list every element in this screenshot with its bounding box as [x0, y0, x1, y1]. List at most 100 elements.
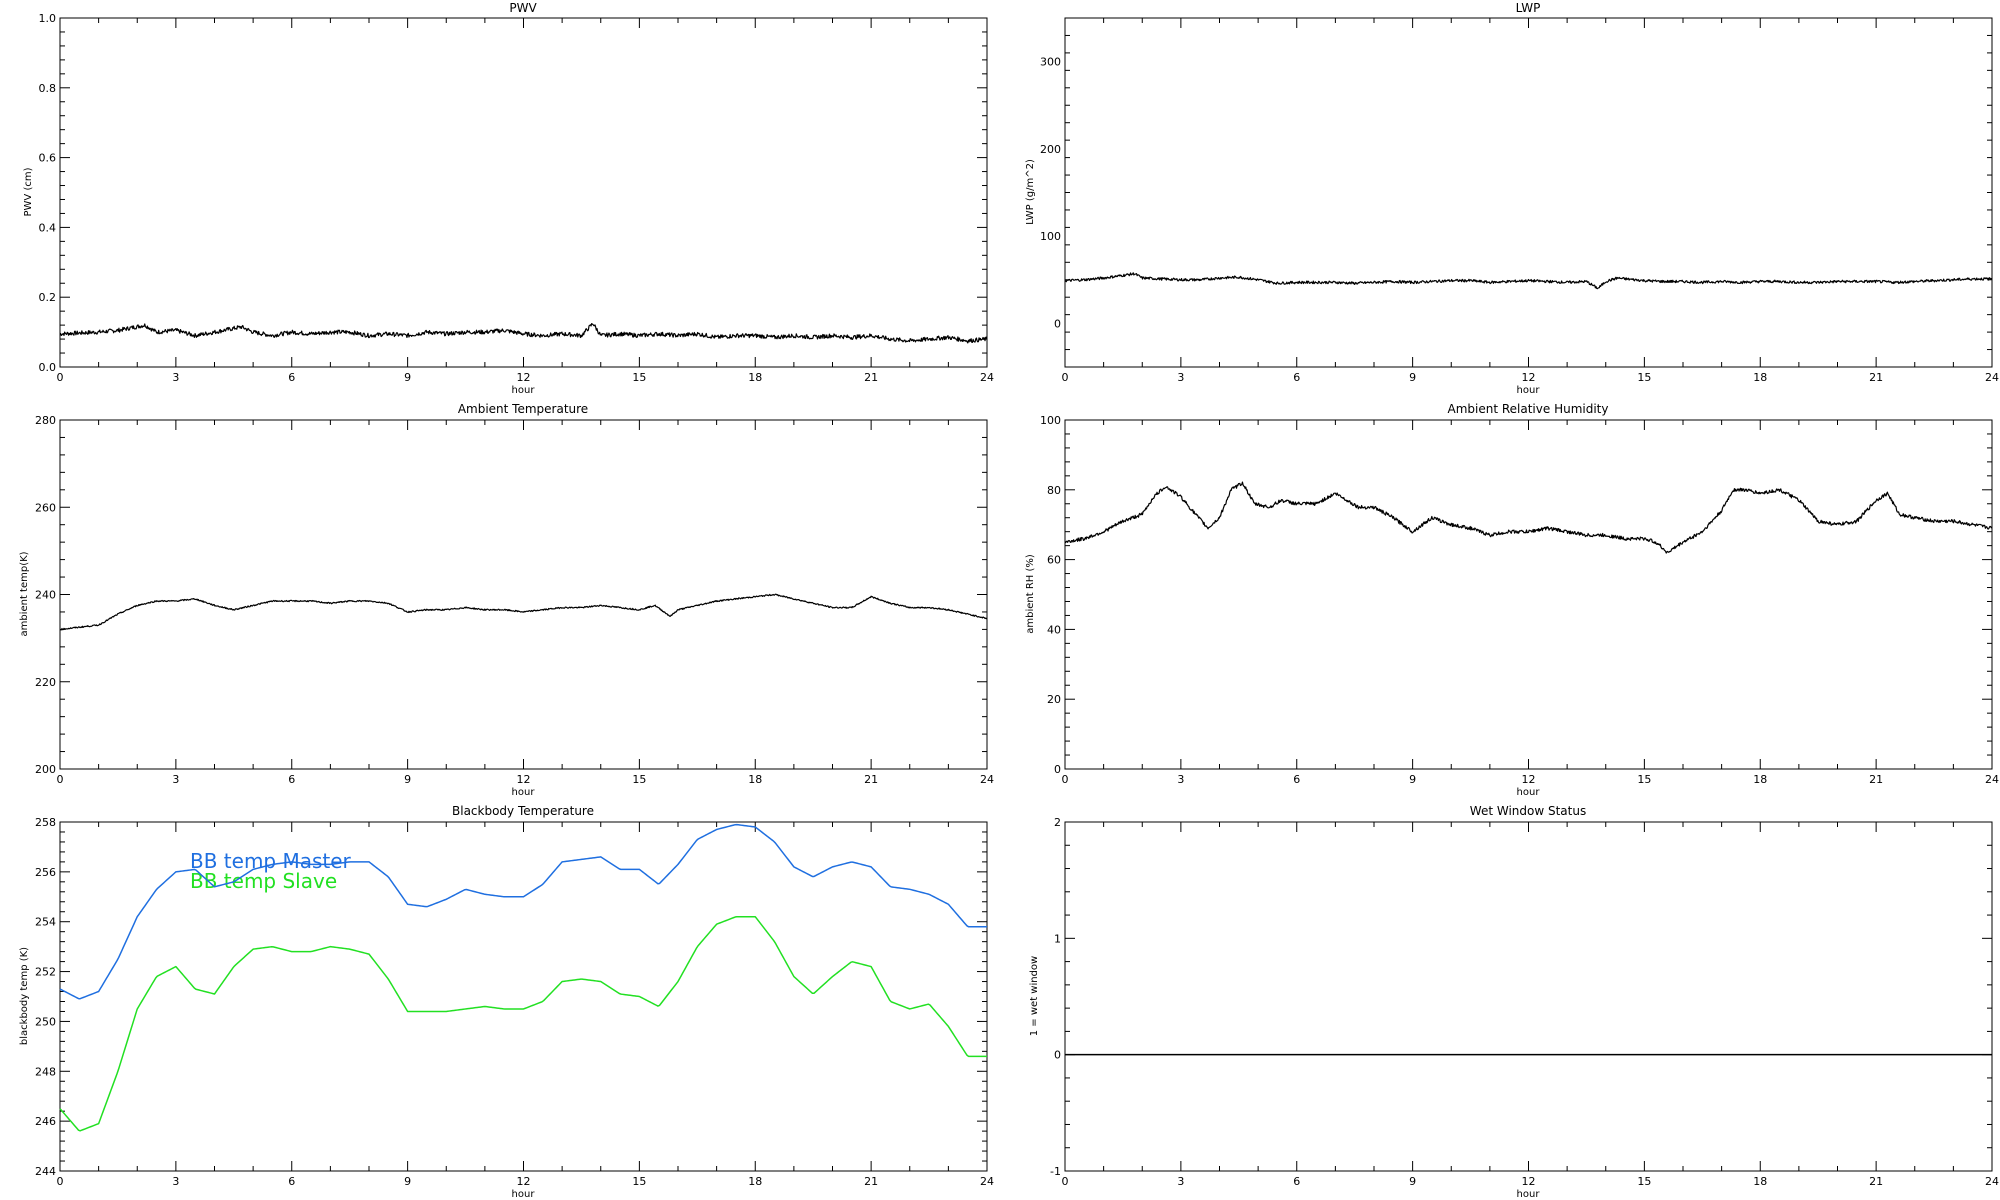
lwp-panel: LWP LWP (g/m^2) hour 0 3 6 9 12 15 18 21 24 0 100 2…: [1025, 1, 1999, 396]
ambient-temp-xlabel: hour: [512, 787, 536, 798]
wet-window-ytick-label: 1: [1054, 932, 1061, 945]
wet-window-xlabel: hour: [1517, 1189, 1541, 1200]
ambient-temp-xtick-label: 21: [864, 773, 878, 786]
blackbody-temp-title: Blackbody Temperature: [452, 804, 594, 818]
pwv-ytick-label: 1.0: [39, 12, 57, 25]
ambient-temp-xtick-label: 24: [980, 773, 994, 786]
legend-bb-temp-slave: BB temp Slave: [190, 869, 337, 893]
blackbody-temp-xtick-label: 24: [980, 1175, 994, 1188]
pwv-xtick-label: 3: [172, 371, 179, 384]
pwv-title: PWV: [509, 1, 537, 15]
ambient-rh-ytick-label: 40: [1047, 623, 1061, 636]
wet-window-xtick-label: 24: [1985, 1175, 1999, 1188]
lwp-xtick-label: 24: [1985, 371, 1999, 384]
ambient-temp-xtick-label: 12: [517, 773, 531, 786]
lwp-series-line-1: [1064, 272, 1993, 290]
ambient-temp-xtick-label: 3: [172, 773, 179, 786]
wet-window-panel: Wet Window Status 1 = wet window hour 0 3…: [1029, 804, 1999, 1200]
blackbody-temp-xtick-label: 18: [748, 1175, 762, 1188]
blackbody-temp-xtick-label: 6: [288, 1175, 295, 1188]
ambient-temp-xtick-label: 9: [404, 773, 411, 786]
ambient-rh-ytick-label: 100: [1040, 414, 1061, 427]
pwv-xtick-label: 15: [632, 371, 646, 384]
pwv-xtick-label: 18: [748, 371, 762, 384]
wet-window-ytick-label: -1: [1050, 1165, 1061, 1178]
ambient-rh-xtick-label: 3: [1177, 773, 1184, 786]
lwp-xtick-label: 15: [1637, 371, 1651, 384]
pwv-ytick-label: 0.8: [39, 82, 57, 95]
blackbody-temp-ylabel: blackbody temp (K): [19, 947, 30, 1045]
blackbody-temp-panel: Blackbody Temperature blackbody temp (K)…: [19, 804, 994, 1200]
pwv-ytick-label: 0.0: [39, 361, 57, 374]
lwp-xtick-label: 9: [1409, 371, 1416, 384]
blackbody-temp-xtick-label: 0: [57, 1175, 64, 1188]
wet-window-ytick-label: 0: [1054, 1049, 1061, 1062]
wet-window-ylabel: 1 = wet window: [1029, 956, 1040, 1036]
wet-window-ytick-label: 2: [1054, 816, 1061, 829]
lwp-ytick-label: 200: [1040, 143, 1061, 156]
ambient-rh-ytick-label: 60: [1047, 554, 1061, 567]
lwp-xlabel: hour: [1517, 385, 1541, 396]
lwp-plot-frame: [1064, 17, 1993, 368]
lwp-xtick-label: 18: [1753, 371, 1767, 384]
pwv-xtick-label: 24: [980, 371, 994, 384]
blackbody-temp-xtick-label: 9: [404, 1175, 411, 1188]
ambient-rh-ytick-label: 0: [1054, 763, 1061, 776]
lwp-xtick-label: 3: [1177, 371, 1184, 384]
pwv-plot-frame: [59, 17, 988, 368]
legend-bb-temp-master: BB temp Master: [190, 849, 352, 873]
lwp-xtick-label: 6: [1293, 371, 1300, 384]
pwv-xtick-label: 12: [517, 371, 531, 384]
blackbody-temp-xtick-label: 3: [172, 1175, 179, 1188]
wet-window-xtick-label: 12: [1522, 1175, 1536, 1188]
ambient-temp-xtick-label: 6: [288, 773, 295, 786]
lwp-xtick-label: 21: [1869, 371, 1883, 384]
pwv-ytick-label: 0.6: [39, 152, 57, 165]
ambient-temp-ytick-label: 260: [35, 501, 56, 514]
ambient-temp-series-line-1: [59, 593, 988, 631]
wet-window-xtick-label: 6: [1293, 1175, 1300, 1188]
ambient-rh-xtick-label: 9: [1409, 773, 1416, 786]
blackbody-temp-xtick-label: 15: [632, 1175, 646, 1188]
blackbody-temp-ytick-label: 252: [35, 966, 56, 979]
pwv-series-line-1: [59, 322, 988, 344]
ambient-temp-panel: Ambient Temperature ambient temp(K) hour…: [19, 402, 994, 798]
lwp-ylabel: LWP (g/m^2): [1025, 159, 1036, 225]
ambient-rh-xtick-label: 15: [1637, 773, 1651, 786]
ambient-rh-xtick-label: 12: [1522, 773, 1536, 786]
ambient-temp-ytick-label: 220: [35, 676, 56, 689]
pwv-ylabel: PWV (cm): [23, 167, 34, 216]
wet-window-xtick-label: 18: [1753, 1175, 1767, 1188]
ambient-temp-xtick-label: 15: [632, 773, 646, 786]
wet-window-xtick-label: 21: [1869, 1175, 1883, 1188]
pwv-xtick-label: 9: [404, 371, 411, 384]
blackbody-temp-xlabel: hour: [512, 1189, 536, 1200]
blackbody-temp-ytick-label: 246: [35, 1115, 56, 1128]
blackbody-temp-ytick-label: 248: [35, 1065, 56, 1078]
blackbody-temp-series-line-2: [59, 915, 987, 1132]
pwv-xlabel: hour: [512, 385, 536, 396]
ambient-temp-xtick-label: 18: [748, 773, 762, 786]
wet-window-plot-frame: [1064, 821, 1993, 1172]
lwp-ytick-label: 0: [1054, 317, 1061, 330]
blackbody-temp-ytick-label: 258: [35, 816, 56, 829]
lwp-xtick-label: 12: [1522, 371, 1536, 384]
ambient-rh-title: Ambient Relative Humidity: [1448, 402, 1609, 416]
lwp-ytick-label: 100: [1040, 230, 1061, 243]
lwp-ytick-label: 300: [1040, 56, 1061, 69]
ambient-rh-xlabel: hour: [1517, 787, 1541, 798]
ambient-rh-xtick-label: 6: [1293, 773, 1300, 786]
lwp-xtick-label: 0: [1062, 371, 1069, 384]
pwv-xtick-label: 6: [288, 371, 295, 384]
ambient-rh-xtick-label: 0: [1062, 773, 1069, 786]
ambient-rh-series-line-1: [1064, 481, 1993, 554]
blackbody-temp-ytick-label: 256: [35, 866, 56, 879]
wet-window-xtick-label: 9: [1409, 1175, 1416, 1188]
ambient-rh-xtick-label: 21: [1869, 773, 1883, 786]
blackbody-temp-ytick-label: 250: [35, 1015, 56, 1028]
ambient-temp-xtick-label: 0: [57, 773, 64, 786]
wet-window-xtick-label: 15: [1637, 1175, 1651, 1188]
blackbody-temp-ytick-label: 254: [35, 916, 56, 929]
ambient-temp-ytick-label: 280: [35, 414, 56, 427]
